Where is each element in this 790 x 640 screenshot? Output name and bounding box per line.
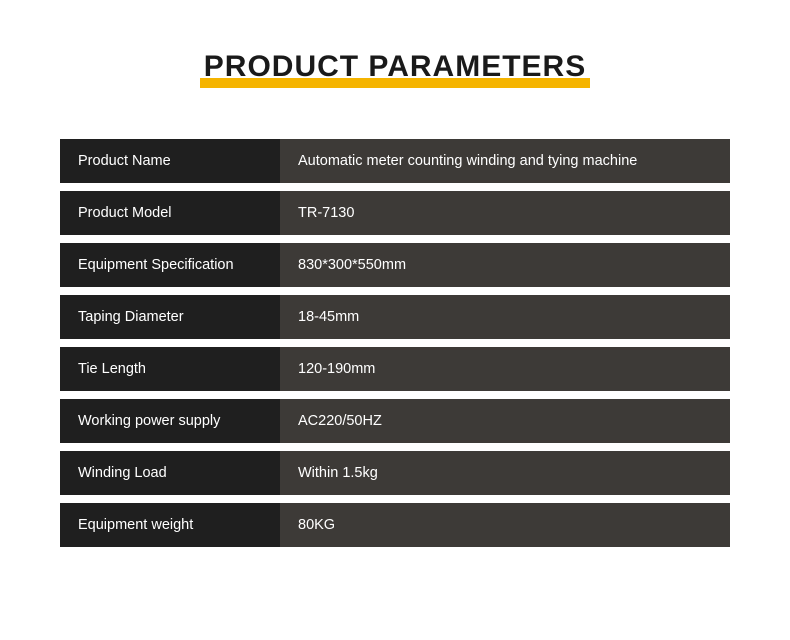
table-row: Equipment weight 80KG xyxy=(60,503,730,547)
param-label: Taping Diameter xyxy=(60,295,280,339)
param-value: 830*300*550mm xyxy=(280,243,730,287)
param-label: Product Name xyxy=(60,139,280,183)
param-label: Winding Load xyxy=(60,451,280,495)
param-label: Equipment weight xyxy=(60,503,280,547)
title-wrap: PRODUCT PARAMETERS xyxy=(60,50,730,86)
table-row: Winding Load Within 1.5kg xyxy=(60,451,730,495)
parameters-table: Product Name Automatic meter counting wi… xyxy=(60,131,730,555)
page-title: PRODUCT PARAMETERS xyxy=(200,50,590,86)
table-row: Product Name Automatic meter counting wi… xyxy=(60,139,730,183)
param-label: Product Model xyxy=(60,191,280,235)
param-value: Automatic meter counting winding and tyi… xyxy=(280,139,730,183)
param-value: 18-45mm xyxy=(280,295,730,339)
param-value: 120-190mm xyxy=(280,347,730,391)
param-label: Working power supply xyxy=(60,399,280,443)
parameters-tbody: Product Name Automatic meter counting wi… xyxy=(60,139,730,547)
param-value: 80KG xyxy=(280,503,730,547)
table-row: Taping Diameter 18-45mm xyxy=(60,295,730,339)
table-row: Tie Length 120-190mm xyxy=(60,347,730,391)
spec-sheet: PRODUCT PARAMETERS Product Name Automati… xyxy=(0,0,790,595)
table-row: Equipment Specification 830*300*550mm xyxy=(60,243,730,287)
table-row: Working power supply AC220/50HZ xyxy=(60,399,730,443)
param-value: Within 1.5kg xyxy=(280,451,730,495)
param-value: TR-7130 xyxy=(280,191,730,235)
param-label: Tie Length xyxy=(60,347,280,391)
table-row: Product Model TR-7130 xyxy=(60,191,730,235)
param-label: Equipment Specification xyxy=(60,243,280,287)
param-value: AC220/50HZ xyxy=(280,399,730,443)
